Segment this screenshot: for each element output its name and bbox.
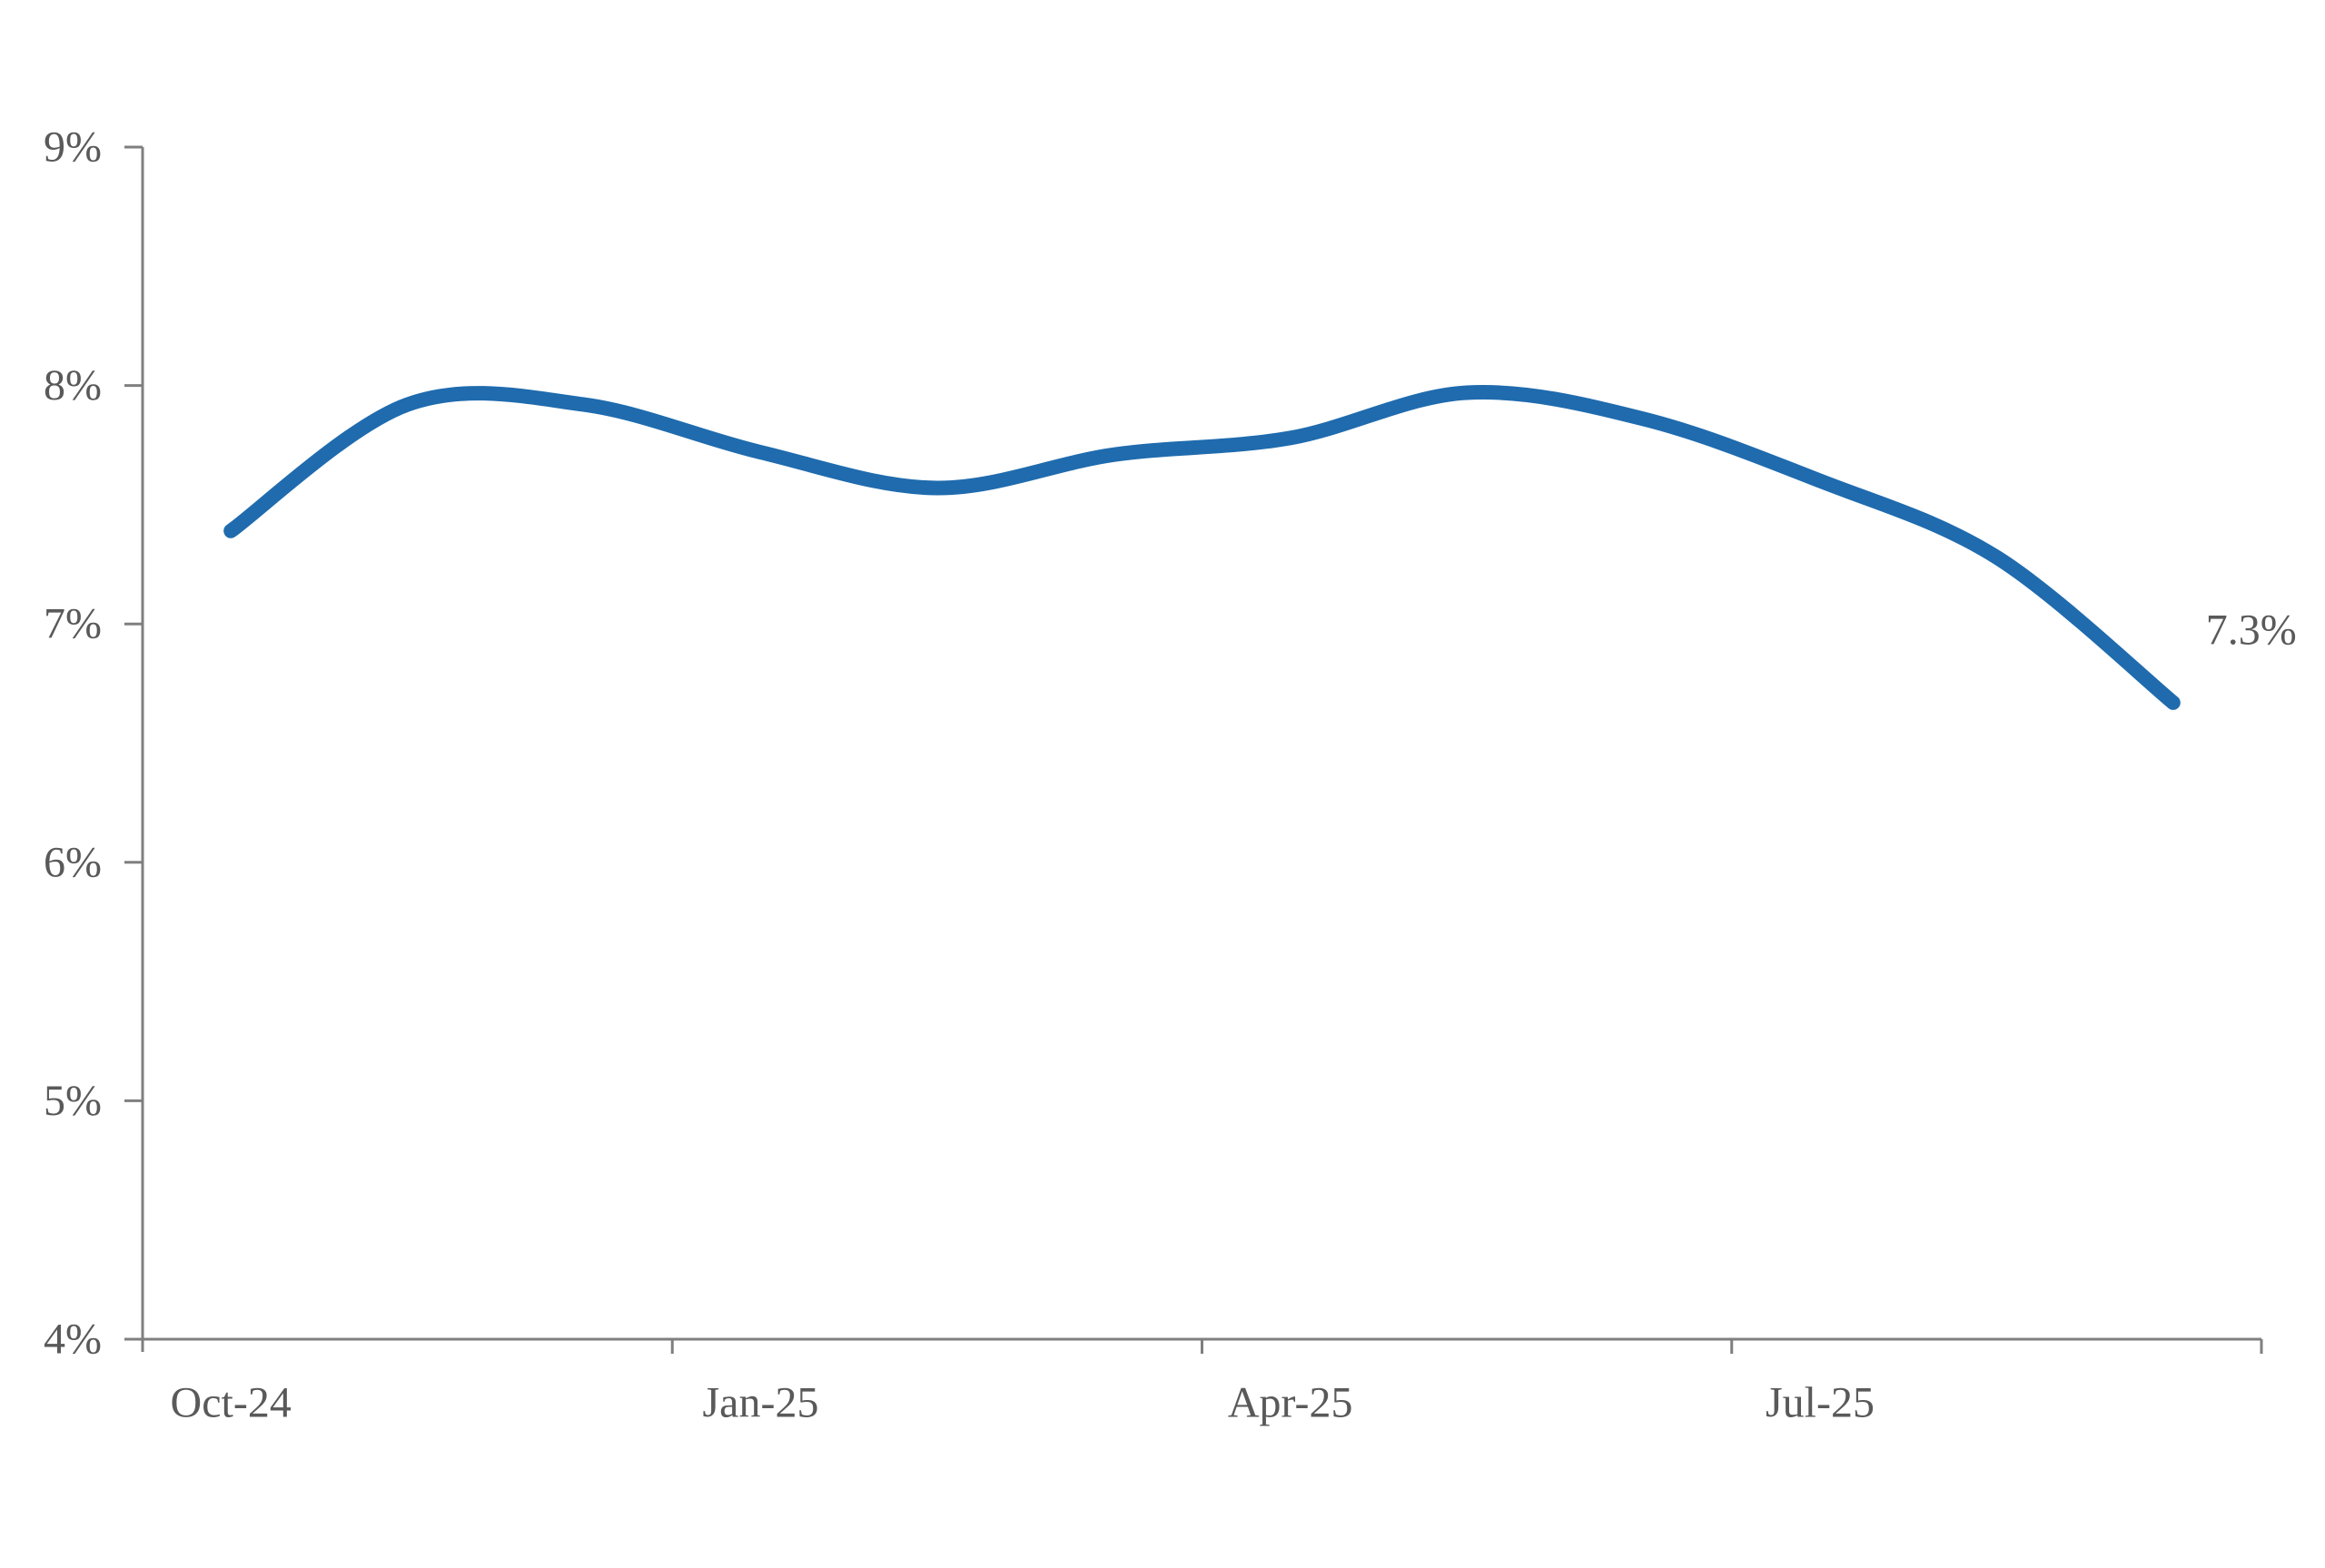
- y-axis-tick-label: 5%: [44, 1077, 102, 1125]
- y-axis-tick-label: 7%: [44, 600, 102, 648]
- x-axis-tick-label: Jan-25: [702, 1379, 818, 1427]
- series-line: [223, 385, 2181, 710]
- x-axis-tick-label: Apr-25: [1228, 1379, 1353, 1427]
- x-axis-tick-label: Oct-24: [171, 1379, 292, 1427]
- y-axis-tick-label: 6%: [44, 838, 102, 886]
- y-axis-tick-label: 8%: [44, 361, 102, 409]
- x-axis-tick-label: Jul-25: [1766, 1379, 1875, 1427]
- y-axis-tick-label: 9%: [44, 123, 102, 172]
- y-axis-tick-label: 4%: [44, 1316, 102, 1364]
- series-end-value-label: 7.3%: [2206, 606, 2297, 654]
